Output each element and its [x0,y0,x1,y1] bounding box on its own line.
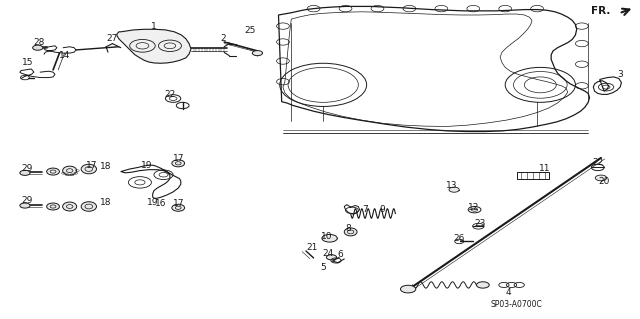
Circle shape [33,45,43,50]
Ellipse shape [81,164,97,174]
Text: 29: 29 [22,196,33,205]
Text: 19: 19 [147,198,159,207]
Text: 16: 16 [155,199,166,208]
Text: 28: 28 [33,38,45,47]
Ellipse shape [47,203,60,210]
Text: 3: 3 [617,70,623,79]
Polygon shape [117,29,191,63]
Text: 9: 9 [380,205,385,214]
Text: 1: 1 [151,22,157,31]
Text: 17: 17 [172,154,184,163]
Text: FR.: FR. [591,6,611,16]
Text: 14: 14 [59,51,70,60]
Circle shape [252,50,262,56]
Ellipse shape [63,166,77,175]
Text: 24: 24 [322,249,333,258]
Text: 22: 22 [164,90,175,99]
Text: 8: 8 [346,224,351,233]
Ellipse shape [344,228,357,236]
Circle shape [401,285,416,293]
Ellipse shape [47,168,60,175]
Text: 7: 7 [362,205,367,214]
Text: 5: 5 [320,263,326,272]
Text: 13: 13 [446,181,458,190]
Text: 19: 19 [141,161,152,170]
Text: 26: 26 [454,234,465,243]
Text: 20: 20 [598,177,610,186]
Text: 17: 17 [86,161,97,170]
Text: 4: 4 [506,288,511,297]
Text: SP03-A0700C: SP03-A0700C [491,300,543,309]
Circle shape [476,282,489,288]
Circle shape [595,175,607,181]
Text: 10: 10 [321,232,332,241]
Text: 21: 21 [307,243,318,252]
Ellipse shape [81,202,97,211]
Text: 18: 18 [100,198,112,207]
Ellipse shape [172,204,184,211]
Text: 18: 18 [100,162,112,171]
Text: 12: 12 [468,203,479,211]
Text: 22: 22 [592,158,604,167]
Text: 27: 27 [107,34,118,43]
Ellipse shape [172,160,184,167]
Text: 11: 11 [539,164,550,173]
Text: 2: 2 [220,34,226,43]
Circle shape [449,187,460,192]
Text: 17: 17 [172,199,184,208]
Circle shape [20,170,30,175]
Text: 29: 29 [22,164,33,173]
Ellipse shape [63,202,77,211]
Text: 25: 25 [244,26,255,35]
Circle shape [20,203,30,208]
Text: 15: 15 [22,58,33,67]
Circle shape [322,234,337,242]
Text: 6: 6 [337,250,343,259]
Text: 23: 23 [474,219,485,227]
Circle shape [326,255,337,260]
